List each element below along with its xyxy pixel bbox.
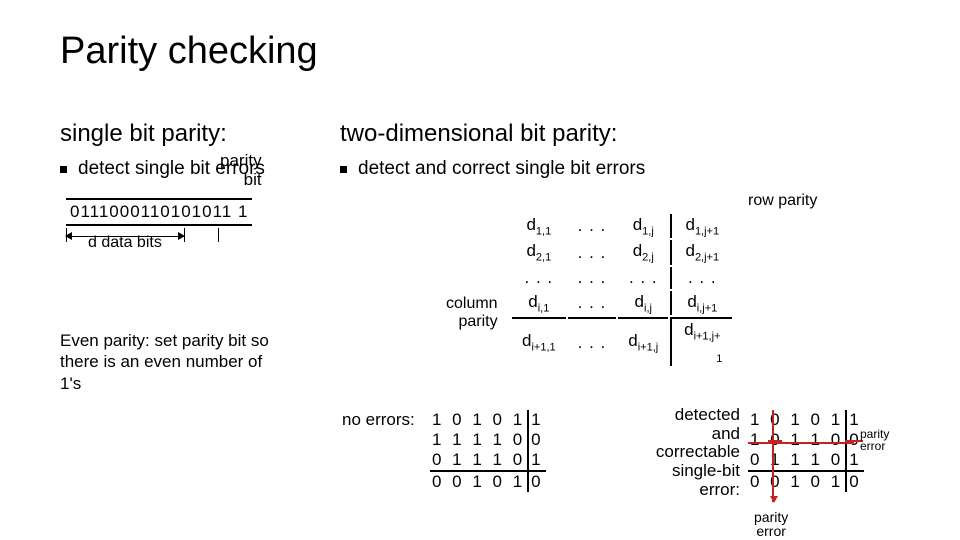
parity-error-right: parityerror [860, 428, 889, 452]
single-bit-column: single bit parity: detect single bit err… [60, 120, 320, 394]
no-errors-label: no errors: [342, 410, 415, 430]
parity-error-below: parityerror [754, 510, 788, 538]
error-col-arrow [772, 410, 774, 502]
general-matrix: d1,1 . . . d1,j d1,j+1 d2,1 . . . d2,j d… [510, 212, 734, 368]
row-parity-label: row parity [748, 192, 817, 210]
column-parity-label: column parity [446, 295, 498, 330]
detected-label: detectedandcorrectablesingle-biterror: [620, 406, 740, 499]
data-bits-extent: d data bits [66, 230, 320, 258]
single-bit-heading: single bit parity: [60, 120, 320, 148]
parity-bit-label: parity bit [220, 152, 262, 189]
parity-bit-label-l1: parity [220, 151, 262, 170]
no-errors-grid: 1 0 1 0 11 1 1 1 1 00 0 1 1 1 01 0 0 1 0… [430, 410, 546, 492]
bits-box: 0111000110101011 1 [66, 198, 252, 226]
even-parity-text: Even parity: set parity bit so there is … [60, 330, 270, 394]
page-title: Parity checking [60, 30, 318, 73]
two-d-column: two-dimensional bit parity: detect and c… [340, 120, 920, 198]
error-grid: 1 0 1 0 11 1 0 1 1 00 0 1 1 1 01 0 0 1 0… [748, 410, 864, 492]
two-d-bullet: detect and correct single bit errors [358, 158, 920, 180]
single-bit-bullet: detect single bit errors [78, 158, 320, 180]
two-d-heading: two-dimensional bit parity: [340, 120, 920, 148]
error-row-strike [748, 442, 854, 444]
parity-bit-label-l2: bit [244, 170, 262, 189]
d-data-bits-label: d data bits [88, 234, 162, 252]
